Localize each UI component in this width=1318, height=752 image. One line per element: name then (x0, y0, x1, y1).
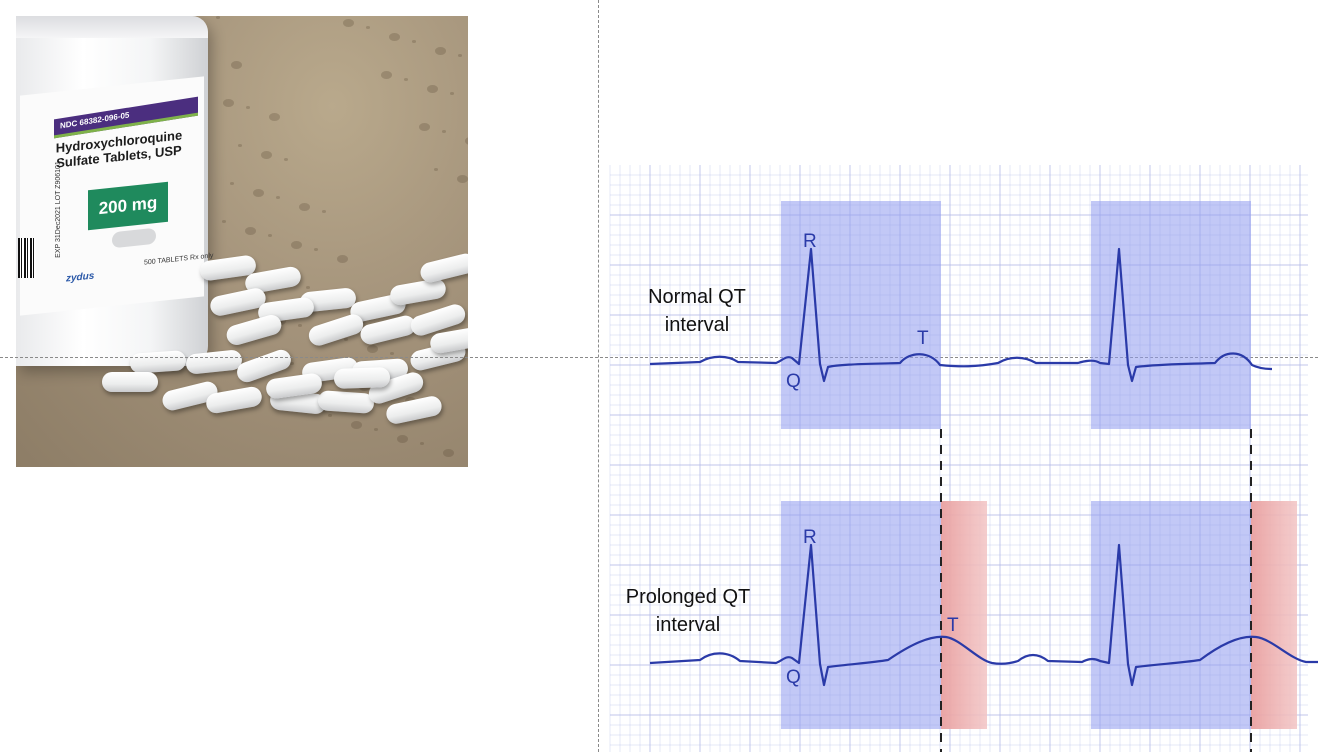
t-wave-label-normal: T (917, 328, 929, 349)
q-wave-label-normal: Q (786, 371, 801, 392)
countertop-speck (457, 175, 468, 183)
r-wave-label-normal: R (803, 231, 817, 252)
countertop-speck (314, 248, 318, 251)
normal-qt-box-2 (1091, 201, 1251, 429)
countertop-speck (253, 189, 264, 197)
countertop-speck (343, 19, 354, 27)
countertop-speck (397, 435, 408, 443)
vertical-guide-line (598, 0, 599, 752)
countertop-speck (427, 85, 438, 93)
tablet (317, 390, 375, 414)
countertop-speck (344, 338, 348, 341)
expiry-lot-text: EXP 31Dec2021 LOT Z906101 (54, 161, 62, 258)
barcode (18, 238, 36, 278)
tablet (388, 277, 448, 307)
countertop-speck (366, 26, 370, 29)
countertop-speck (298, 324, 302, 327)
countertop-speck (442, 130, 446, 133)
countertop-speck (223, 99, 234, 107)
countertop-speck (351, 421, 362, 429)
countertop-speck (458, 54, 462, 57)
r-wave-label-prolonged: R (803, 527, 817, 548)
qt-extension-1 (941, 501, 987, 729)
prolonged-qt-label: Prolonged QT interval (626, 586, 751, 636)
countertop-speck (276, 196, 280, 199)
countertop-speck (231, 61, 242, 69)
prolonged-qt-box-1 (781, 501, 941, 729)
horizontal-guide-line (0, 357, 1318, 358)
q-wave-label-prolonged: Q (786, 667, 801, 688)
tablet (102, 372, 158, 392)
dose-badge: 200 mg (88, 181, 168, 231)
countertop-speck (245, 227, 256, 235)
tablet (418, 251, 468, 285)
countertop-speck (419, 123, 430, 131)
countertop-speck (322, 210, 326, 213)
prolonged-qt-box-2 (1091, 501, 1251, 729)
countertop-speck (434, 168, 438, 171)
countertop-speck (230, 182, 234, 185)
tablet (306, 311, 366, 349)
qt-extension-2 (1251, 501, 1297, 729)
countertop-speck (269, 113, 280, 121)
countertop-speck (268, 234, 272, 237)
countertop-speck (404, 78, 408, 81)
normal-qt-label: Normal QT interval (648, 286, 746, 336)
tablet (185, 349, 243, 375)
countertop-speck (328, 414, 332, 417)
countertop-speck (450, 92, 454, 95)
countertop-speck (291, 241, 302, 249)
countertop-speck (465, 137, 468, 145)
countertop-speck (261, 151, 272, 159)
countertop-speck (435, 47, 446, 55)
t-wave-label-prolonged: T (947, 615, 959, 636)
countertop-speck (222, 220, 226, 223)
countertop-speck (216, 16, 220, 19)
countertop-speck (420, 442, 424, 445)
countertop-speck (306, 286, 310, 289)
countertop-speck (367, 345, 378, 353)
tablet (333, 367, 391, 389)
pill-bottle-photo: NDC 68382-096-05 Hydroxychloroquine Sulf… (16, 16, 468, 467)
countertop-speck (290, 362, 294, 365)
tablet (224, 312, 284, 348)
ecg-qt-diagram: R Q T R Q T Normal QT interval Prolonged … (609, 165, 1318, 752)
countertop-speck (284, 158, 288, 161)
countertop-speck (389, 33, 400, 41)
normal-qt-box-1 (781, 201, 941, 429)
countertop-speck (381, 71, 392, 79)
countertop-speck (246, 106, 250, 109)
countertop-speck (299, 203, 310, 211)
normal-ecg-trace (649, 247, 1273, 383)
countertop-speck (412, 40, 416, 43)
countertop-speck (238, 144, 242, 147)
countertop-speck (337, 255, 348, 263)
countertop-speck (443, 449, 454, 457)
countertop-speck (390, 352, 394, 355)
prolonged-ecg-trace (649, 543, 1318, 687)
tablet (129, 350, 187, 374)
countertop-speck (374, 428, 378, 431)
